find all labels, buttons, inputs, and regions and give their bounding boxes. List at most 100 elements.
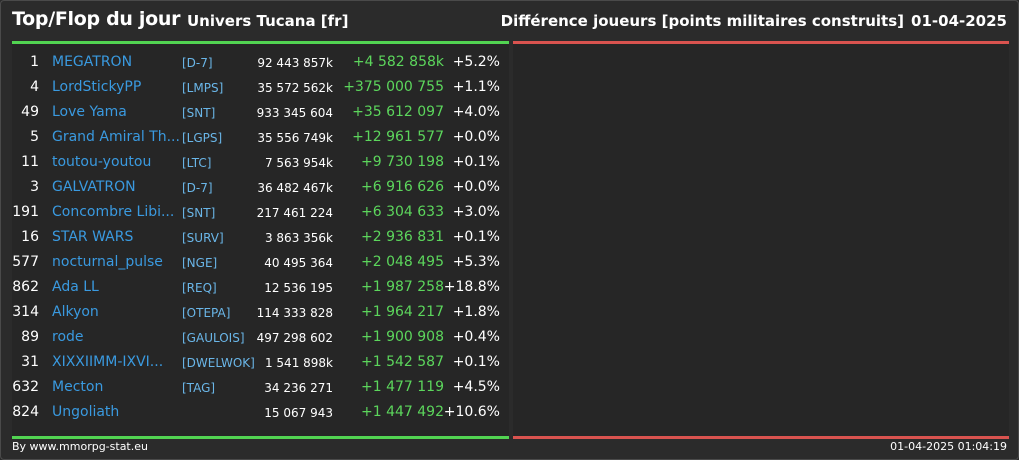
- alliance-tag[interactable]: [REQ]: [182, 281, 217, 295]
- player-rank: 632: [12, 379, 39, 395]
- points-difference: +1 900 908: [361, 329, 444, 345]
- player-name-link[interactable]: nocturnal_pulse: [52, 254, 163, 270]
- player-rank: 89: [21, 329, 39, 345]
- table-row: 632 Mecton [TAG] 34 236 271 +1 477 119 +4.5%: [12, 375, 509, 400]
- player-name-link[interactable]: Grand Amiral Th...: [52, 129, 180, 145]
- player-name-link[interactable]: MEGATRON: [52, 54, 133, 70]
- table-row: 1 MEGATRON [D-7] 92 443 857k +4 582 858k +5.2…: [12, 50, 509, 75]
- player-name-link[interactable]: XIXXIIMM-IXVI...: [52, 354, 164, 370]
- percent-change: +18.8%: [443, 279, 500, 295]
- player-points: 36 482 467k: [257, 181, 333, 195]
- percent-change: +0.1%: [452, 229, 500, 245]
- points-difference: +4 582 858k: [352, 54, 444, 70]
- percent-change: +1.8%: [452, 304, 500, 320]
- player-rank: 824: [12, 404, 39, 420]
- alliance-tag[interactable]: [LMPS]: [182, 81, 224, 95]
- table-row: 4 LordStickyPP [LMPS] 35 572 562k +375 000 7…: [12, 75, 509, 100]
- percent-change: +0.4%: [452, 329, 500, 345]
- alliance-tag[interactable]: [D-7]: [182, 56, 213, 70]
- table-row: 577 nocturnal_pulse [NGE] 40 495 364 +2 048 …: [12, 250, 509, 275]
- player-rank: 31: [21, 354, 39, 370]
- points-difference: +375 000 755: [343, 79, 444, 95]
- player-rank: 5: [30, 129, 39, 145]
- points-difference: +1 447 492: [361, 404, 444, 420]
- alliance-tag[interactable]: [SNT]: [182, 106, 216, 120]
- player-name-link[interactable]: Concombre Libi...: [52, 204, 175, 220]
- metric-label: Différence joueurs [points militaires co…: [500, 12, 904, 30]
- player-rank: 1: [30, 54, 39, 70]
- flop-panel: [513, 41, 1009, 439]
- player-points: 34 236 271: [264, 381, 333, 395]
- player-name-link[interactable]: GALVATRON: [52, 179, 136, 195]
- player-name-link[interactable]: STAR WARS: [52, 229, 134, 245]
- points-difference: +12 961 577: [352, 129, 444, 145]
- player-points: 3 863 356k: [264, 231, 333, 245]
- table-row: 191 Concombre Libi... [SNT] 217 461 224 +6 3…: [12, 200, 509, 225]
- player-name-link[interactable]: LordStickyPP: [52, 79, 142, 95]
- percent-change: +3.0%: [452, 204, 500, 220]
- alliance-tag[interactable]: [LGPS]: [182, 131, 223, 145]
- percent-change: +0.0%: [452, 129, 500, 145]
- percent-change: +4.5%: [452, 379, 500, 395]
- player-name-link[interactable]: rode: [52, 329, 84, 345]
- player-name-link[interactable]: Love Yama: [52, 104, 127, 120]
- player-points: 1 541 898k: [264, 356, 333, 370]
- table-row: 3 GALVATRON [D-7] 36 482 467k +6 916 626 +0.0…: [12, 175, 509, 200]
- player-points: 12 536 195: [264, 281, 333, 295]
- alliance-tag[interactable]: [NGE]: [182, 256, 218, 270]
- percent-change: +10.6%: [443, 404, 500, 420]
- table-row: 49 Love Yama [SNT] 933 345 604 +35 612 097 +4…: [12, 100, 509, 125]
- player-name-link[interactable]: Ungoliath: [52, 404, 120, 420]
- points-difference: +1 964 217: [361, 304, 444, 320]
- player-name-link[interactable]: Alkyon: [52, 304, 99, 320]
- page-title: Top/Flop du jour: [12, 8, 181, 30]
- player-points: 35 572 562k: [257, 81, 333, 95]
- alliance-tag[interactable]: [OTEPA]: [182, 306, 231, 320]
- alliance-tag[interactable]: [GAULOIS]: [182, 331, 245, 345]
- percent-change: +5.2%: [452, 54, 500, 70]
- alliance-tag[interactable]: [TAG]: [182, 381, 216, 395]
- player-name-link[interactable]: toutou-youtou: [52, 154, 152, 170]
- player-rank: 3: [30, 179, 39, 195]
- player-points: 114 333 828: [256, 306, 333, 320]
- alliance-tag[interactable]: [SNT]: [182, 206, 216, 220]
- player-name-link[interactable]: Ada LL: [52, 279, 99, 295]
- player-points: 217 461 224: [256, 206, 333, 220]
- alliance-tag[interactable]: [LTC]: [182, 156, 212, 170]
- player-points: 40 495 364: [264, 256, 333, 270]
- player-rank: 49: [21, 104, 39, 120]
- universe-label: Univers Tucana [fr]: [187, 12, 349, 30]
- percent-change: +5.3%: [452, 254, 500, 270]
- alliance-tag[interactable]: [SURV]: [182, 231, 224, 245]
- alliance-tag[interactable]: [D-7]: [182, 181, 213, 195]
- player-points: 35 556 749k: [257, 131, 333, 145]
- table-row: 11 toutou-youtou [LTC] 7 563 954k +9 730 198…: [12, 150, 509, 175]
- player-rank: 577: [12, 254, 39, 270]
- player-points: 497 298 602: [256, 331, 333, 345]
- player-rank: 191: [12, 204, 39, 220]
- percent-change: +4.0%: [452, 104, 500, 120]
- player-points: 15 067 943: [264, 406, 333, 420]
- percent-change: +0.1%: [452, 154, 500, 170]
- player-rank: 314: [12, 304, 39, 320]
- table-row: 31 XIXXIIMM-IXVI... [DWELWOK] 1 541 898k +1 …: [12, 350, 509, 375]
- percent-change: +0.1%: [452, 354, 500, 370]
- alliance-tag[interactable]: [DWELWOK]: [182, 356, 255, 370]
- table-row: 89 rode [GAULOIS] 497 298 602 +1 900 908 +0.4…: [12, 325, 509, 350]
- points-difference: +35 612 097: [352, 104, 444, 120]
- credit-link[interactable]: By www.mmorpg-stat.eu: [12, 440, 148, 453]
- table-row: 824 Ungoliath 15 067 943 +1 447 492 +10.6%: [12, 400, 509, 425]
- table-row: 16 STAR WARS [SURV] 3 863 356k +2 936 831 +0.…: [12, 225, 509, 250]
- points-difference: +6 916 626: [361, 179, 444, 195]
- table-row: 5 Grand Amiral Th... [LGPS] 35 556 749k +12 …: [12, 125, 509, 150]
- player-rank: 11: [21, 154, 39, 170]
- percent-change: +1.1%: [452, 79, 500, 95]
- points-difference: +1 987 258: [361, 279, 444, 295]
- points-difference: +9 730 198: [361, 154, 444, 170]
- player-name-link[interactable]: Mecton: [52, 379, 104, 395]
- player-points: 92 443 857k: [257, 56, 333, 70]
- player-rank: 16: [21, 229, 39, 245]
- points-difference: +1 477 119: [361, 379, 444, 395]
- player-rank: 4: [30, 79, 39, 95]
